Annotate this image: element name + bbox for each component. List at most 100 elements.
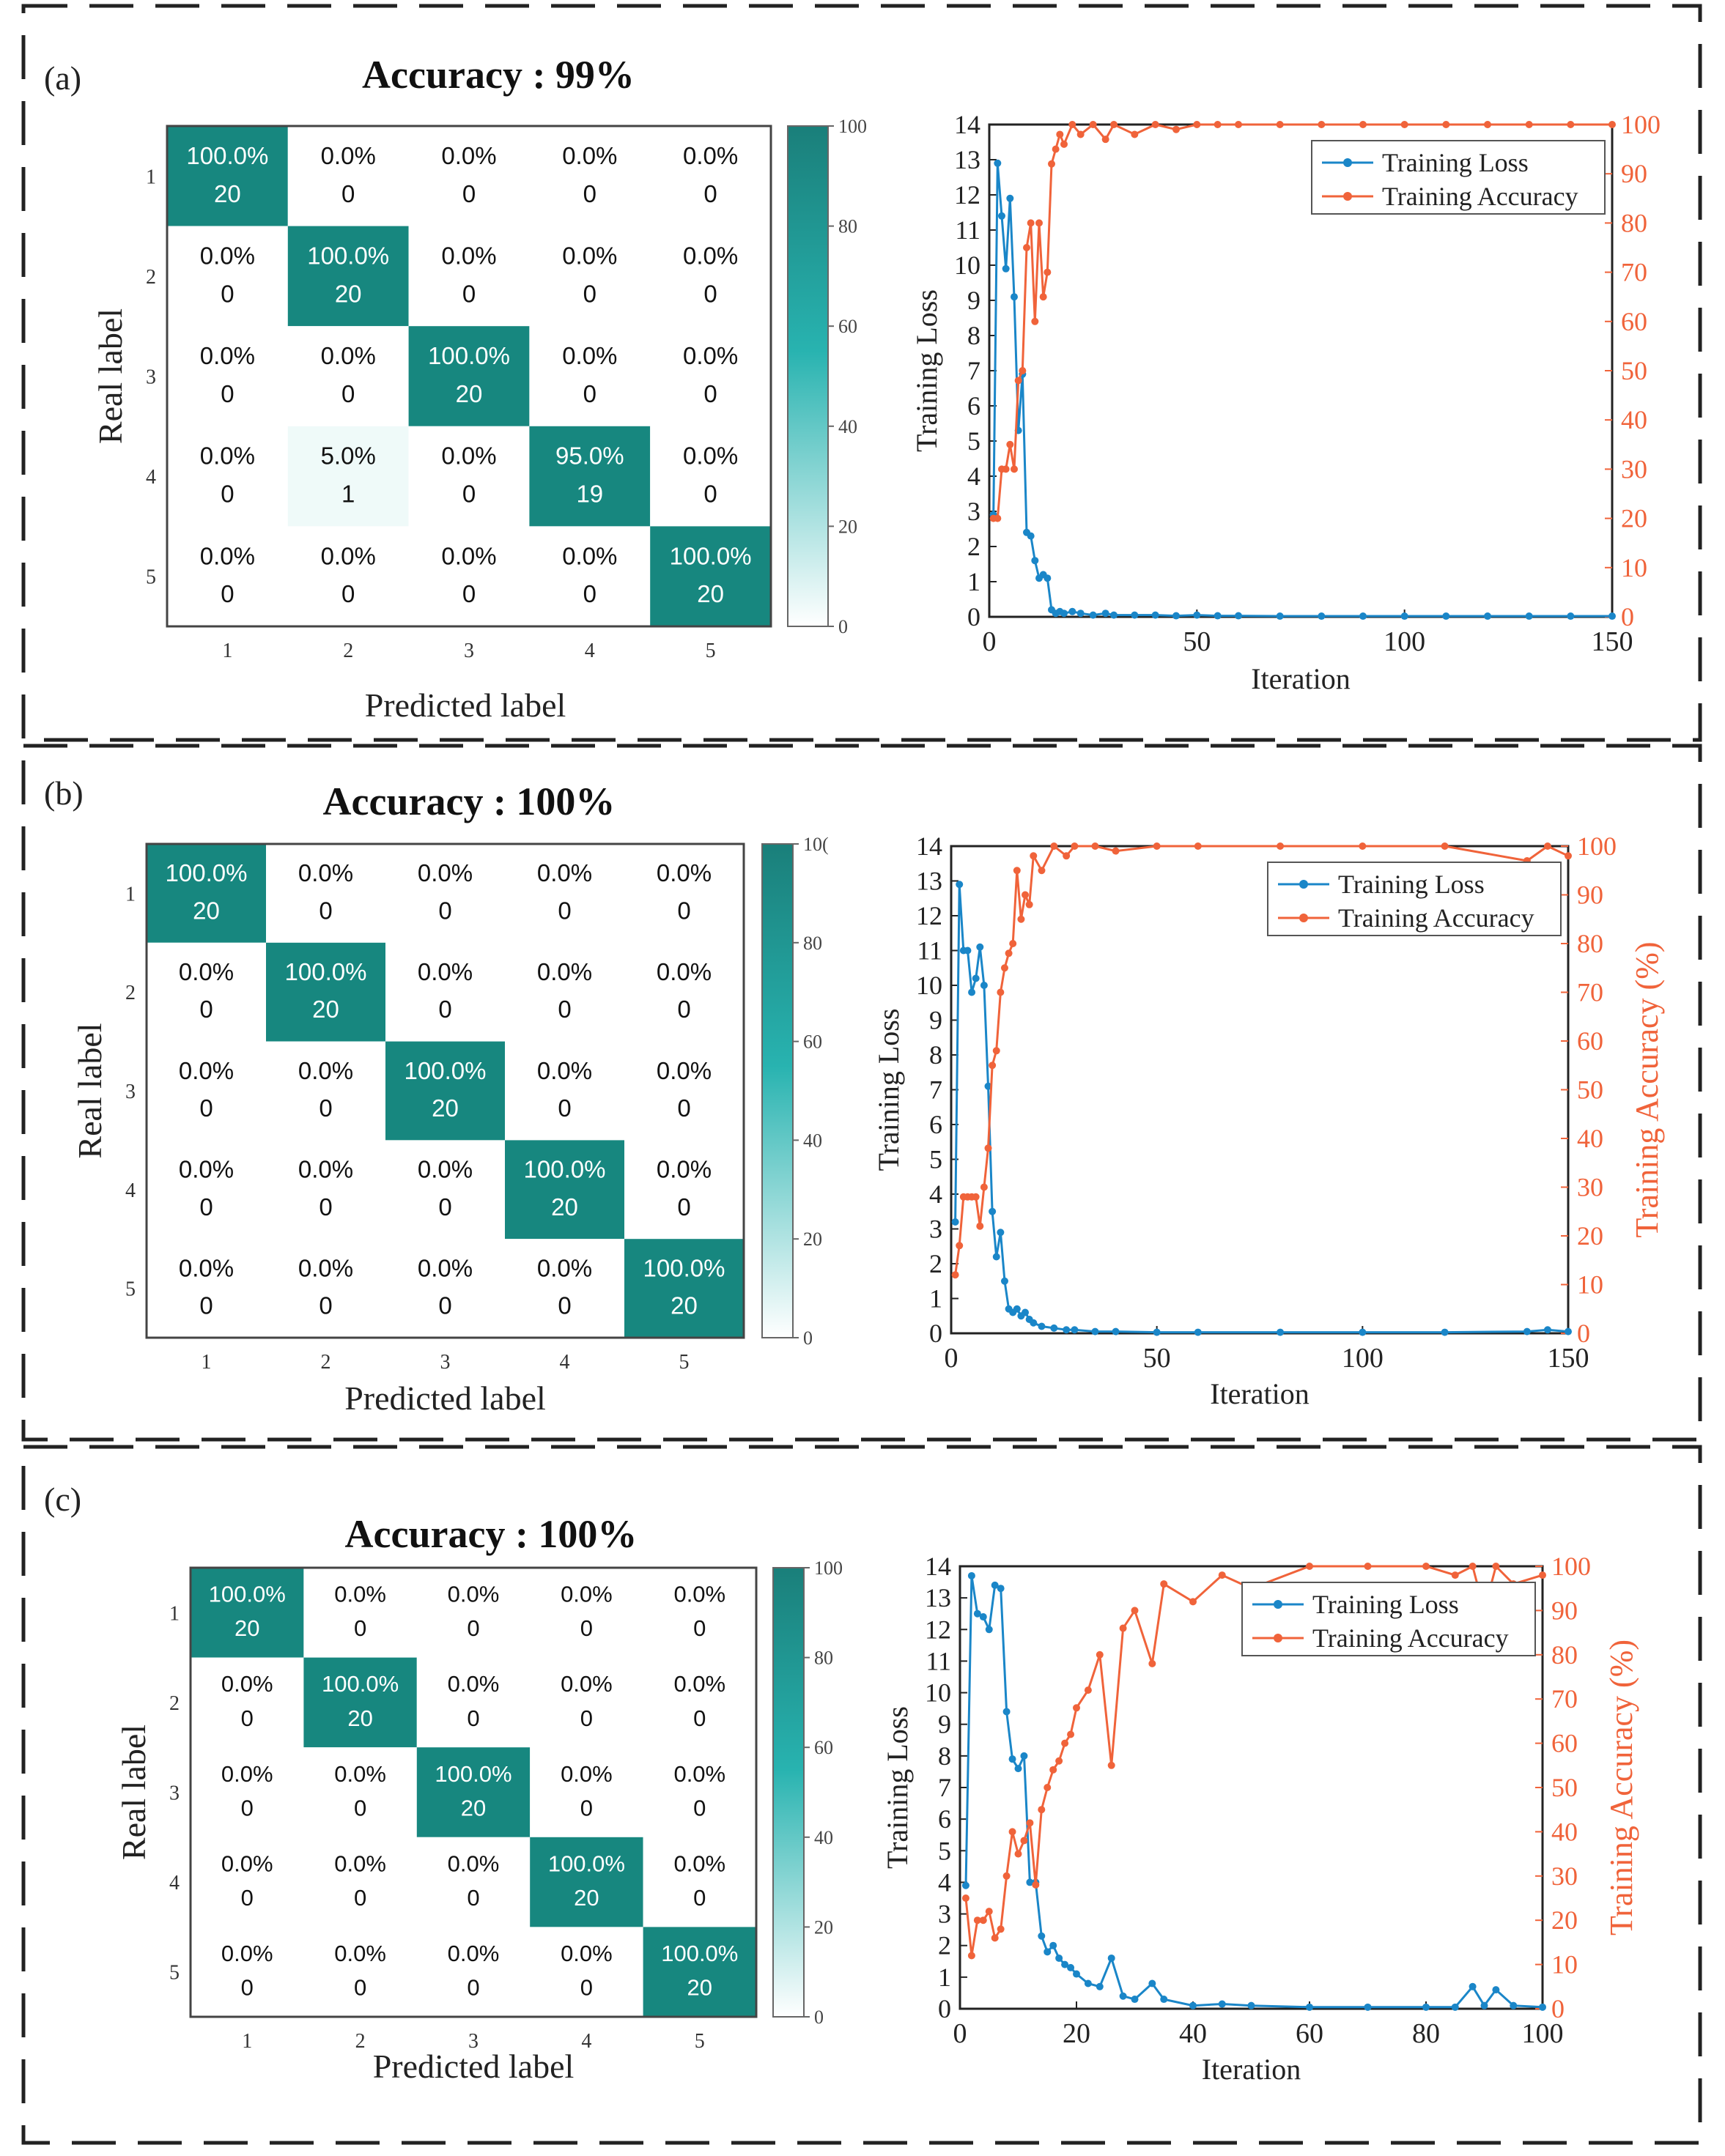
cell-count: 0 <box>558 996 571 1023</box>
cm-xlabel: Predicted label <box>373 2048 575 2085</box>
legend: Training Loss Training Accuracy <box>1311 140 1606 215</box>
cell-percent: 0.0% <box>321 142 376 169</box>
left-axis-tick-label: 0 <box>929 1319 942 1348</box>
matrix-cell <box>191 1927 304 2017</box>
accuracy-point <box>1110 121 1118 128</box>
cell-count: 0 <box>703 180 717 207</box>
loss-point <box>961 1881 969 1889</box>
cell-count: 0 <box>438 1292 451 1319</box>
x-axis-tick-label: 20 <box>1063 2018 1090 2049</box>
cell-percent: 0.0% <box>673 1851 725 1876</box>
left-axis-tick-label: 4 <box>929 1179 942 1209</box>
confusion-matrix-border <box>189 1566 758 2018</box>
loss-point <box>1492 1986 1500 1994</box>
loss-point <box>1063 1326 1071 1334</box>
loss-point <box>1008 1755 1016 1763</box>
matrix-cell <box>303 1657 417 1748</box>
loss-point <box>979 1613 987 1621</box>
cm-y-tick: 3 <box>125 1081 136 1103</box>
confusion-matrix: 100.0%200.0%00.0%00.0%00.0%00.0%0100.0%2… <box>115 1566 758 2085</box>
accuracy-point <box>1276 121 1284 128</box>
right-axis-tick-label: 70 <box>1621 258 1647 287</box>
accuracy-point <box>1131 130 1139 138</box>
x-axis-tick-label: 100 <box>1522 2018 1564 2049</box>
cell-count: 0 <box>199 1292 213 1319</box>
cm-x-tick: 4 <box>560 1351 570 1374</box>
loss-point <box>956 881 964 889</box>
cell-count: 0 <box>583 380 596 407</box>
legend-marker <box>1299 914 1308 922</box>
loss-point <box>1031 557 1039 565</box>
matrix-cell <box>266 1239 385 1338</box>
accuracy-point <box>1359 121 1367 128</box>
cell-percent: 100.0% <box>209 1582 286 1607</box>
loss-point <box>1247 2001 1255 2009</box>
cell-percent: 0.0% <box>683 242 738 270</box>
panel-label: (c) <box>44 1481 81 1518</box>
x-axis-tick-label: 0 <box>945 1343 958 1374</box>
cell-count: 20 <box>551 1193 578 1220</box>
loss-point <box>1084 1979 1092 1988</box>
left-axis-tick-label: 13 <box>954 145 980 174</box>
cell-count: 20 <box>687 1975 712 2001</box>
cm-ylabel: Real label <box>71 1023 108 1158</box>
loss-point <box>1539 2003 1546 2011</box>
accuracy-point <box>1013 867 1021 875</box>
loss-point <box>1107 1954 1115 1962</box>
matrix-cell <box>303 1747 417 1837</box>
cell-count: 0 <box>558 1292 571 1319</box>
cell-percent: 0.0% <box>221 1941 273 1966</box>
left-axis-tick-label: 8 <box>938 1741 951 1771</box>
matrix-cell <box>643 1747 756 1837</box>
cm-xlabel: Predicted label <box>365 686 566 724</box>
cell-percent: 0.0% <box>537 958 592 985</box>
cell-count: 0 <box>438 1193 451 1220</box>
accuracy-point <box>1049 1766 1057 1774</box>
cell-percent: 100.0% <box>524 1156 606 1183</box>
loss-point <box>967 1571 975 1579</box>
colorbar-tick-label: 10( <box>803 834 829 855</box>
accuracy-point <box>1067 1730 1075 1738</box>
loss-point <box>1101 610 1109 618</box>
right-axis-tick-label: 100 <box>1577 831 1617 861</box>
accuracy-point <box>1565 852 1572 860</box>
matrix-cell <box>408 126 530 226</box>
accuracy-point <box>1061 1739 1069 1747</box>
cell-count: 0 <box>693 1615 706 1641</box>
accuracy-point <box>989 1062 997 1070</box>
legend-marker <box>1343 158 1352 167</box>
cell-count: 0 <box>558 897 571 924</box>
left-axis-tick-label: 6 <box>967 391 980 421</box>
left-axis-tick-label: 6 <box>938 1804 951 1834</box>
matrix-cell <box>530 1927 643 2017</box>
colorbar-tick-label: 100 <box>838 116 867 137</box>
cell-count: 20 <box>574 1885 599 1911</box>
cell-percent: 0.0% <box>334 1582 386 1607</box>
matrix-cell <box>408 426 530 527</box>
left-axis-tick-label: 1 <box>929 1284 942 1314</box>
cell-count: 0 <box>703 481 717 508</box>
x-axis-tick-label: 150 <box>1548 1343 1589 1374</box>
cell-count: 20 <box>432 1094 459 1122</box>
loss-point <box>1060 610 1068 618</box>
matrix-cell <box>147 1041 266 1141</box>
cell-percent: 0.0% <box>441 142 496 169</box>
legend: Training Loss Training Accuracy <box>1241 1582 1536 1656</box>
left-axis-tick-label: 3 <box>938 1900 951 1929</box>
cell-count: 0 <box>354 1975 366 2001</box>
cm-x-tick: 2 <box>321 1351 331 1374</box>
loss-point <box>1359 612 1367 621</box>
confusion-matrix-border <box>166 125 772 628</box>
left-axis-tick-label: 9 <box>929 1006 942 1035</box>
right-axis-label: Training Accuracy (%) <box>1603 1640 1639 1935</box>
accuracy-point <box>997 988 1005 996</box>
loss-point <box>1076 610 1085 618</box>
matrix-cell <box>624 942 744 1042</box>
x-axis-tick-label: 40 <box>1179 2018 1207 2049</box>
cell-count: 0 <box>467 1975 479 2001</box>
x-axis-tick-label: 0 <box>983 626 997 657</box>
cell-count: 0 <box>221 280 234 307</box>
loss-point <box>1044 1948 1052 1956</box>
matrix-cell <box>416 1747 531 1837</box>
cell-count: 0 <box>467 1705 479 1731</box>
